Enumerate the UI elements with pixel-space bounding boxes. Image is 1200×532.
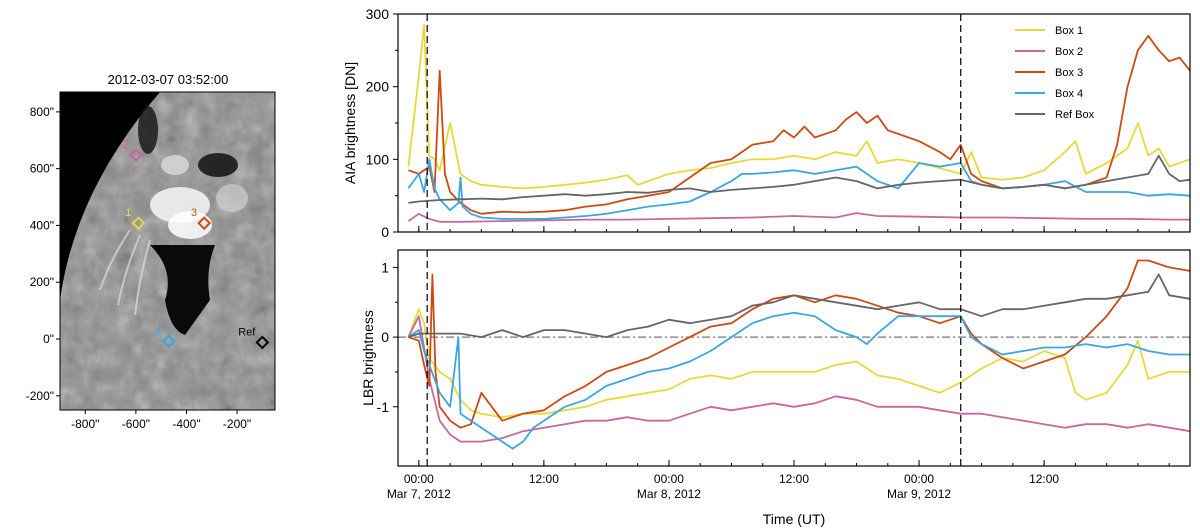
- box-markers: 2 1 3 4 Ref: [123, 139, 270, 350]
- box-marker-label: 1: [125, 207, 131, 219]
- aia-series-box1: [407, 24, 1190, 190]
- time-x-tick-label: 12:00: [529, 472, 559, 486]
- aia-event-lines: [426, 14, 962, 232]
- legend-label: Box 2: [1055, 46, 1083, 58]
- date-label: Mar 9, 2012: [887, 487, 951, 501]
- lbr-event-lines: [426, 250, 962, 466]
- aia-y-axis: 0 100 200 300: [366, 6, 398, 240]
- box-marker: [128, 148, 143, 162]
- date-label: Mar 8, 2012: [637, 487, 701, 501]
- box-marker-label: Ref: [238, 326, 256, 338]
- box-marker: [161, 334, 176, 349]
- box-marker-label: 2: [123, 139, 129, 151]
- image-y-tick-label: -200": [26, 389, 54, 403]
- image-x-tick-label: -200": [223, 417, 251, 431]
- image-title: 2012-03-07 03:52:00: [108, 72, 229, 87]
- image-frame: [59, 91, 276, 411]
- image-y-axis: 800" 600" 400" 200" 0" -200": [26, 105, 60, 403]
- legend-label: Box 1: [1055, 25, 1083, 37]
- date-label: Mar 7, 2012: [387, 487, 451, 501]
- box-marker: [131, 216, 146, 231]
- lbr-series-box1: [407, 308, 1190, 419]
- box-marker: [255, 335, 270, 350]
- image-x-tick-label: -400": [172, 417, 200, 431]
- lbr-series-box2: [407, 315, 1190, 443]
- legend-label: Ref Box: [1055, 109, 1095, 121]
- aia-y-tick-label: 300: [366, 6, 390, 22]
- image-y-tick-label: 200": [30, 275, 54, 289]
- aia-series: [407, 24, 1190, 223]
- lbr-series-box3: [408, 259, 1190, 429]
- legend-label: Box 3: [1055, 67, 1083, 79]
- active-region: [99, 106, 248, 335]
- legend-label: Box 4: [1055, 88, 1083, 100]
- image-y-tick-label: 800": [30, 105, 54, 119]
- lbr-y-tick-label: -1: [377, 399, 390, 415]
- lbr-y-tick-label: 1: [381, 259, 389, 275]
- aia-series-ref: [408, 154, 1190, 204]
- time-xlabel: Time (UT): [763, 511, 825, 527]
- solar-image: [60, 92, 275, 410]
- image-y-tick-label: 600": [30, 162, 54, 176]
- image-y-tick-label: 0": [43, 332, 54, 346]
- box-marker-label: 4: [156, 325, 162, 337]
- lbr-series: [407, 259, 1190, 450]
- image-x-tick-label: -800": [71, 417, 99, 431]
- time-x-tick-label: 00:00: [904, 472, 934, 486]
- image-y-tick-label: 400": [30, 218, 54, 232]
- aia-x-axis: [418, 226, 1170, 232]
- aia-y-tick-label: 100: [366, 151, 390, 167]
- aia-series-box2: [407, 212, 1190, 223]
- lbr-ylabel: LBR brightness: [360, 310, 376, 406]
- legend: Box 1 Box 2 Box 3 Box 4 Ref Box: [1015, 25, 1095, 121]
- time-x-tick-label: 00:00: [654, 472, 684, 486]
- image-x-axis: -800" -600" -400" -200": [71, 410, 251, 431]
- image-x-tick-label: -600": [122, 417, 150, 431]
- aia-y-tick-label: 200: [366, 79, 390, 95]
- lbr-y-tick-label: 0: [381, 329, 389, 345]
- time-x-tick-label: 12:00: [1029, 472, 1059, 486]
- lbr-y-axis: -1 0 1: [377, 259, 398, 415]
- lbr-series-box4: [407, 311, 1190, 450]
- time-x-tick-label: 12:00: [779, 472, 809, 486]
- aia-y-tick-label: 0: [381, 224, 389, 240]
- box-marker-label: 3: [191, 207, 197, 219]
- solar-image-panel: 2012-03-07 03:52:00 -800" -6: [26, 72, 276, 431]
- lbr-series-ref: [408, 273, 1190, 338]
- aia-ylabel: AIA brightness [DN]: [342, 62, 358, 184]
- time-x-tick-label: 00:00: [404, 472, 434, 486]
- box-marker: [197, 216, 212, 231]
